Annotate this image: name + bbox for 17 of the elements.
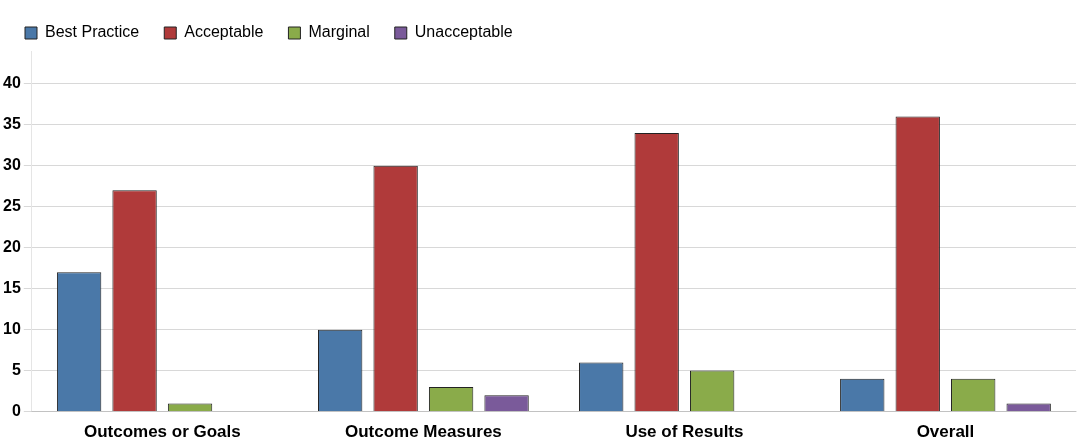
y-tick-label: 35 bbox=[3, 115, 21, 133]
y-tick-label: 25 bbox=[3, 197, 21, 215]
y-tick-label: 10 bbox=[3, 320, 21, 338]
y-tick-label: 15 bbox=[3, 279, 21, 297]
y-tick-label: 0 bbox=[11, 402, 21, 420]
y-tick-label: 40 bbox=[3, 74, 21, 92]
x-tick-label: Outcome Measures bbox=[344, 422, 502, 442]
legend-label: Acceptable bbox=[184, 23, 264, 41]
x-tick-label: Use of Results bbox=[625, 422, 744, 442]
legend-label: Marginal bbox=[308, 23, 370, 41]
y-tick-label: 20 bbox=[3, 238, 21, 256]
x-tick-label: Overall bbox=[916, 422, 975, 442]
legend-label: Unacceptable bbox=[414, 23, 513, 41]
y-tick-label: 30 bbox=[3, 156, 21, 174]
legend-label: Best Practice bbox=[45, 23, 140, 41]
y-tick-label: 5 bbox=[11, 361, 21, 379]
x-tick-label: Outcomes or Goals bbox=[83, 422, 241, 442]
